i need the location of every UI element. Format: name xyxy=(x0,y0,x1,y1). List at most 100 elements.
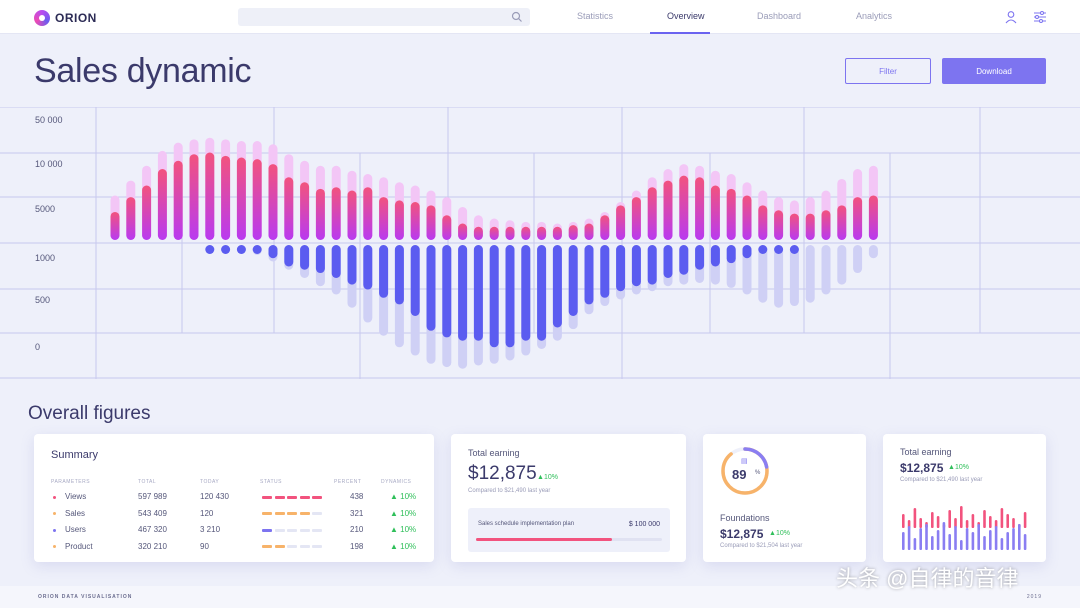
earning2-label: Total earning xyxy=(900,447,952,457)
mini-bar xyxy=(983,536,986,550)
row-parameter: Views xyxy=(65,492,87,501)
y-tick-label: 0 xyxy=(35,342,40,352)
upper-bar xyxy=(521,226,531,240)
upper-bar xyxy=(647,187,657,240)
lower-bar xyxy=(426,245,436,331)
footer: ORION DATA VISUALISATION 2019 xyxy=(0,586,1080,608)
row-total: 597 989 xyxy=(138,492,167,501)
mini-bar xyxy=(907,526,911,550)
mini-bar-top xyxy=(902,514,905,528)
upper-bar xyxy=(616,205,626,240)
row-total: 467 320 xyxy=(138,525,167,534)
mini-bar-top xyxy=(936,516,940,528)
y-tick-label: 5000 xyxy=(35,204,55,214)
row-today: 90 xyxy=(200,541,209,551)
user-icon[interactable] xyxy=(1004,10,1018,24)
earning-change-value: 10% xyxy=(543,474,558,481)
orion-logo-icon xyxy=(34,10,50,26)
plan-panel: Sales schedule implementation plan $ 100… xyxy=(468,508,670,552)
lower-bar xyxy=(331,245,341,278)
total-earning-mini-card: Total earning $12,875 ▲10% Compared to $… xyxy=(883,434,1046,562)
lower-bar xyxy=(284,245,294,267)
row-dynamics-value: 10% xyxy=(400,508,417,518)
lower-bar xyxy=(300,245,310,270)
row-dynamics-value: 10% xyxy=(400,492,417,501)
earning-change: ▲10% xyxy=(537,474,558,481)
earning2-comparison: Compared to $21,490 last year xyxy=(900,477,983,483)
lower-bar xyxy=(600,245,610,298)
mini-bar-top xyxy=(1000,508,1004,528)
status-segment xyxy=(299,495,310,499)
lower-ghost-bar xyxy=(837,245,847,285)
y-tick-label: 10 000 xyxy=(35,159,63,169)
brand-logo[interactable]: ORION xyxy=(34,10,97,26)
lower-bar xyxy=(221,245,231,254)
row-today: 120 xyxy=(200,508,214,518)
lower-bar xyxy=(442,245,452,338)
nav-overview[interactable]: Overview xyxy=(667,11,705,21)
mini-bar-chart xyxy=(902,506,1027,550)
upper-bar xyxy=(347,190,357,240)
status-segment xyxy=(287,512,297,515)
status-segment xyxy=(299,512,310,515)
download-button[interactable]: Download xyxy=(942,58,1046,84)
upper-bar xyxy=(473,226,483,240)
status-segment xyxy=(274,545,285,548)
status-segment xyxy=(312,495,322,499)
mini-bar-top xyxy=(1023,512,1027,528)
mini-bar xyxy=(1006,532,1009,550)
earning-comparison: Compared to $21,490 last year xyxy=(468,488,551,494)
upper-bar xyxy=(426,205,436,240)
status-segment xyxy=(262,528,272,532)
column-header: STATUS xyxy=(260,479,282,485)
upper-bar xyxy=(552,226,562,240)
upper-bar xyxy=(600,215,610,240)
upper-bar xyxy=(157,169,167,240)
lower-bar xyxy=(268,245,278,259)
plan-progress-track xyxy=(476,538,662,541)
upper-bar xyxy=(837,205,847,240)
mini-bar-top xyxy=(919,518,922,528)
search-input[interactable] xyxy=(238,8,530,26)
foundations-change-value: 10% xyxy=(775,530,790,537)
mini-bar-top xyxy=(983,510,986,528)
lower-bar xyxy=(568,245,578,316)
nav-analytics[interactable]: Analytics xyxy=(856,11,893,21)
status-segment xyxy=(262,545,272,548)
mini-bar xyxy=(942,522,946,550)
status-segment xyxy=(312,545,322,548)
row-dynamics: ▲ 10% xyxy=(390,492,417,501)
row-parameter: Users xyxy=(65,525,86,534)
mini-bar xyxy=(948,534,951,550)
nav-statistics[interactable]: Statistics xyxy=(577,11,614,21)
search-icon[interactable] xyxy=(511,11,523,23)
sliders-icon[interactable] xyxy=(1033,10,1047,24)
lower-ghost-bar xyxy=(805,245,815,303)
lower-bar xyxy=(458,245,468,341)
nav-dashboard[interactable]: Dashboard xyxy=(757,11,802,21)
upper-bar xyxy=(631,197,641,240)
ring-value: 89 xyxy=(732,467,747,482)
row-parameter: Product xyxy=(65,541,93,551)
summary-title: Summary xyxy=(51,449,99,461)
footer-brand: ORION DATA VISUALISATION xyxy=(38,594,133,600)
mini-bar-top xyxy=(1012,518,1015,528)
upper-bar xyxy=(173,160,183,240)
row-dynamics-value: 10% xyxy=(400,541,417,551)
lower-bar xyxy=(695,245,705,270)
status-segment xyxy=(274,495,285,499)
lower-bar xyxy=(315,245,325,274)
lower-bar xyxy=(742,245,752,259)
row-dynamics: ▲ 10% xyxy=(390,541,417,551)
lower-bar xyxy=(410,245,420,316)
foundations-change: ▲10% xyxy=(769,530,790,537)
status-segment xyxy=(262,495,272,499)
column-header: TOTAL xyxy=(138,479,157,485)
upper-bar xyxy=(189,154,199,240)
upper-bar xyxy=(758,205,768,240)
mini-bar xyxy=(960,540,963,550)
filter-button[interactable]: Filter xyxy=(845,58,931,84)
lower-bar xyxy=(774,245,784,254)
upper-bar xyxy=(126,197,136,240)
